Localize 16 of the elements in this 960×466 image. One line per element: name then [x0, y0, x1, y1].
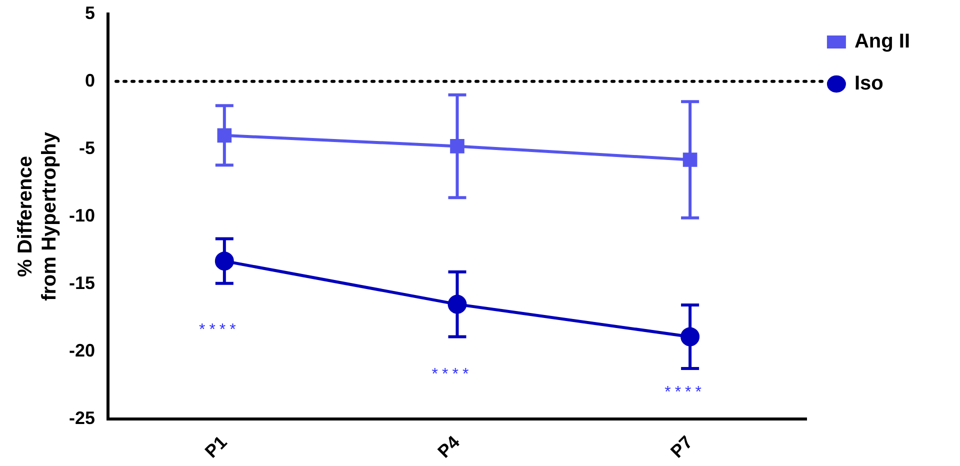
annotation: ****: [198, 321, 240, 338]
y-tick-label: 5: [85, 2, 96, 23]
y-tick-label: -10: [69, 205, 96, 226]
y-tick-label: -20: [69, 340, 96, 361]
annotation: ****: [664, 384, 706, 402]
y-tick-label: -15: [69, 273, 96, 294]
x-tick-label: P4: [434, 432, 464, 462]
y-axis-title: % Difference from Hypertrophy: [14, 131, 61, 301]
y-tick-label: 0: [85, 70, 96, 90]
x-tick-label: P7: [666, 432, 696, 462]
y-tick-label: -5: [79, 138, 96, 158]
legend-label: Iso: [854, 72, 884, 95]
y-tick-label: -25: [69, 408, 96, 428]
legend-label: Ang II: [854, 30, 910, 53]
annotation: ****: [432, 366, 473, 383]
x-tick-label: P1: [201, 432, 231, 462]
